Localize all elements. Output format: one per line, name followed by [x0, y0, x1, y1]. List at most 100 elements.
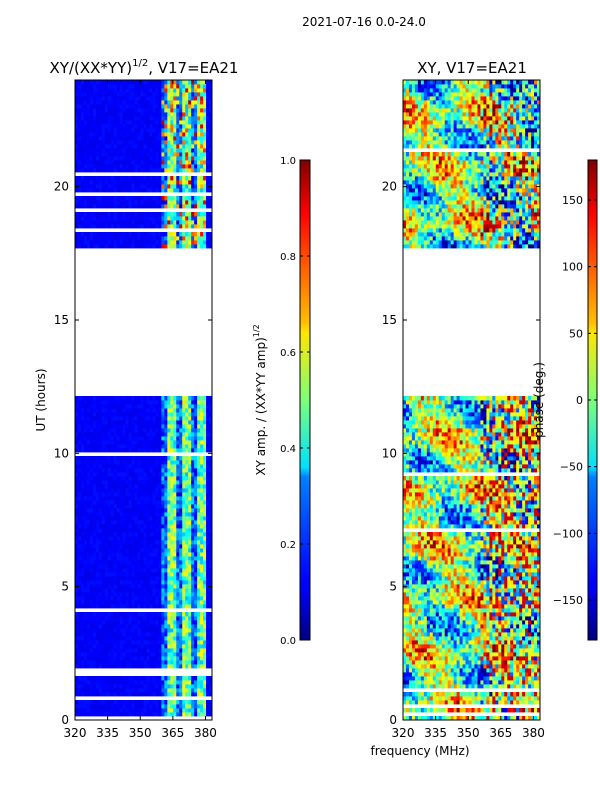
- heatmap-cell: [137, 664, 141, 669]
- heatmap-cell: [140, 164, 144, 169]
- heatmap-cell: [176, 628, 180, 633]
- heatmap-cell: [125, 576, 130, 581]
- heatmap-cell: [152, 660, 156, 665]
- heatmap-cell: [101, 420, 106, 425]
- heatmap-cell: [191, 640, 195, 645]
- heatmap-cell: [128, 564, 132, 569]
- heatmap-cell: [197, 128, 201, 133]
- heatmap-cell: [137, 592, 141, 597]
- heatmap-cell: [80, 520, 85, 525]
- heatmap-cell: [107, 492, 112, 497]
- heatmap-cell: [107, 548, 112, 553]
- heatmap-cell: [197, 524, 201, 529]
- heatmap-cell: [185, 648, 189, 653]
- heatmap-cell: [176, 596, 180, 601]
- heatmap-cell: [209, 620, 213, 625]
- heatmap-cell: [200, 580, 204, 585]
- heatmap-cell: [83, 112, 88, 117]
- heatmap-cell: [185, 148, 189, 153]
- heatmap-cell: [152, 152, 156, 157]
- heatmap-cell: [110, 676, 115, 681]
- heatmap-cell: [116, 568, 121, 573]
- heatmap-cell: [107, 596, 112, 601]
- heatmap-cell: [176, 684, 180, 689]
- heatmap-cell: [113, 532, 118, 537]
- heatmap-cell: [167, 180, 171, 185]
- heatmap-cell: [104, 160, 109, 165]
- heatmap-cell: [92, 580, 97, 585]
- heatmap-cell: [131, 492, 135, 497]
- heatmap-cell: [80, 176, 85, 181]
- heatmap-cell: [209, 176, 213, 181]
- heatmap-cell: [197, 660, 201, 665]
- heatmap-cell: [116, 572, 121, 577]
- heatmap-cell: [119, 408, 124, 413]
- heatmap-cell: [110, 184, 115, 189]
- heatmap-cell: [107, 664, 112, 669]
- heatmap-cell: [77, 500, 82, 505]
- heatmap-cell: [152, 508, 156, 513]
- heatmap-cell: [140, 144, 144, 149]
- heatmap-cell: [125, 148, 130, 153]
- heatmap-cell: [119, 116, 124, 121]
- heatmap-cell: [77, 108, 82, 113]
- heatmap-cell: [140, 512, 144, 517]
- heatmap-cell: [197, 428, 201, 433]
- heatmap-cell: [89, 552, 94, 557]
- heatmap-cell: [137, 152, 141, 157]
- heatmap-cell: [200, 232, 204, 237]
- heatmap-cell: [80, 516, 85, 521]
- heatmap-cell: [173, 580, 177, 585]
- heatmap-cell: [75, 560, 79, 565]
- heatmap-cell: [167, 524, 171, 529]
- heatmap-cell: [152, 168, 156, 173]
- heatmap-cell: [188, 440, 192, 445]
- heatmap-cell: [116, 512, 121, 517]
- heatmap-cell: [164, 508, 168, 513]
- heatmap-cell: [98, 600, 103, 605]
- heatmap-cell: [77, 128, 82, 133]
- heatmap-cell: [125, 100, 130, 105]
- heatmap-cell: [86, 216, 91, 221]
- heatmap-cell: [95, 164, 100, 169]
- heatmap-cell: [116, 464, 121, 469]
- heatmap-cell: [155, 484, 159, 489]
- heatmap-cell: [194, 428, 198, 433]
- heatmap-cell: [146, 456, 150, 461]
- heatmap-cell: [113, 700, 118, 705]
- heatmap-cell: [75, 568, 79, 573]
- heatmap-cell: [194, 580, 198, 585]
- heatmap-cell: [89, 660, 94, 665]
- heatmap-cell: [158, 100, 162, 105]
- heatmap-cell: [89, 444, 94, 449]
- heatmap-cell: [152, 524, 156, 529]
- heatmap-cell: [143, 244, 147, 249]
- heatmap-cell: [149, 564, 153, 569]
- heatmap-cell: [95, 532, 100, 537]
- heatmap-cell: [75, 692, 79, 697]
- heatmap-cell: [194, 128, 198, 133]
- heatmap-cell: [116, 444, 121, 449]
- heatmap-cell: [203, 212, 207, 217]
- heatmap-cell: [92, 236, 97, 241]
- heatmap-cell: [203, 604, 207, 609]
- heatmap-cell: [197, 500, 201, 505]
- heatmap-cell: [83, 148, 88, 153]
- heatmap-cell: [104, 640, 109, 645]
- heatmap-cell: [125, 520, 130, 525]
- heatmap-cell: [176, 548, 180, 553]
- heatmap-cell: [161, 620, 165, 625]
- heatmap-cell: [116, 564, 121, 569]
- heatmap-cell: [173, 176, 177, 181]
- heatmap-cell: [146, 496, 150, 501]
- heatmap-cell: [107, 448, 112, 453]
- heatmap-cell: [131, 96, 135, 101]
- heatmap-cell: [200, 140, 204, 145]
- heatmap-cell: [182, 552, 186, 557]
- heatmap-cell: [83, 476, 88, 481]
- heatmap-cell: [98, 532, 103, 537]
- heatmap-cell: [98, 184, 103, 189]
- heatmap-cell: [137, 168, 141, 173]
- heatmap-cell: [80, 164, 85, 169]
- heatmap-cell: [86, 168, 91, 173]
